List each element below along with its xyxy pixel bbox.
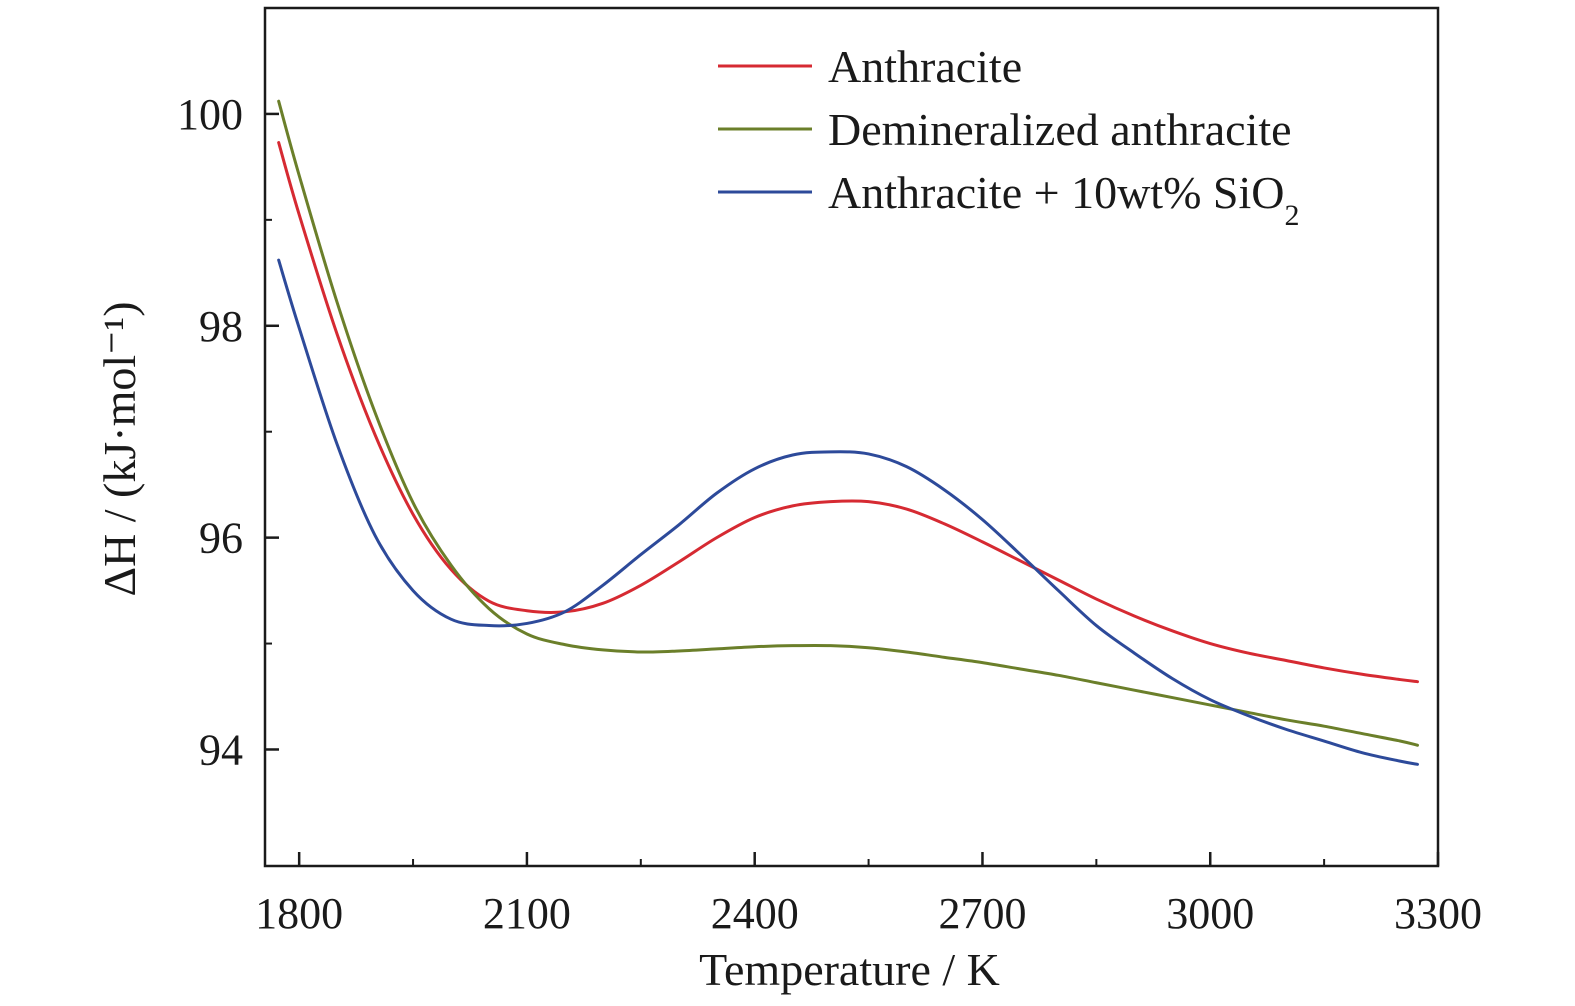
x-tick-label: 3000 (1166, 889, 1254, 938)
y-tick-label: 96 (199, 514, 243, 563)
plot-frame (263, 6, 1440, 868)
axes: 1800 2100 2400 2700 3000 3300 94 96 98 100 (177, 6, 1482, 938)
series-line-1 (277, 141, 1419, 684)
x-tick-label: 1800 (255, 889, 343, 938)
series-line-3 (277, 258, 1419, 766)
legend: Anthracite Demineralized anthracite Anthra… (718, 41, 1299, 232)
y-tick-label: 98 (199, 302, 243, 351)
legend-label-3: Anthracite + 10wt% SiO2 (828, 167, 1299, 232)
legend-label-1: Anthracite (828, 41, 1022, 92)
x-tick-label: 2400 (711, 889, 799, 938)
series-group (277, 99, 1419, 766)
plot-area (277, 99, 1419, 766)
x-axis-title: Temperature / K (699, 944, 1000, 995)
legend-label-2: Demineralized anthracite (828, 104, 1292, 155)
x-tick-label: 2700 (938, 889, 1026, 938)
x-tick-label: 2100 (483, 889, 571, 938)
y-axis-title: ΔH / (kJ·mol⁻¹) (94, 301, 145, 596)
y-tick-label: 94 (199, 725, 243, 774)
x-tick-label: 3300 (1394, 889, 1482, 938)
y-tick-label: 100 (177, 90, 243, 139)
